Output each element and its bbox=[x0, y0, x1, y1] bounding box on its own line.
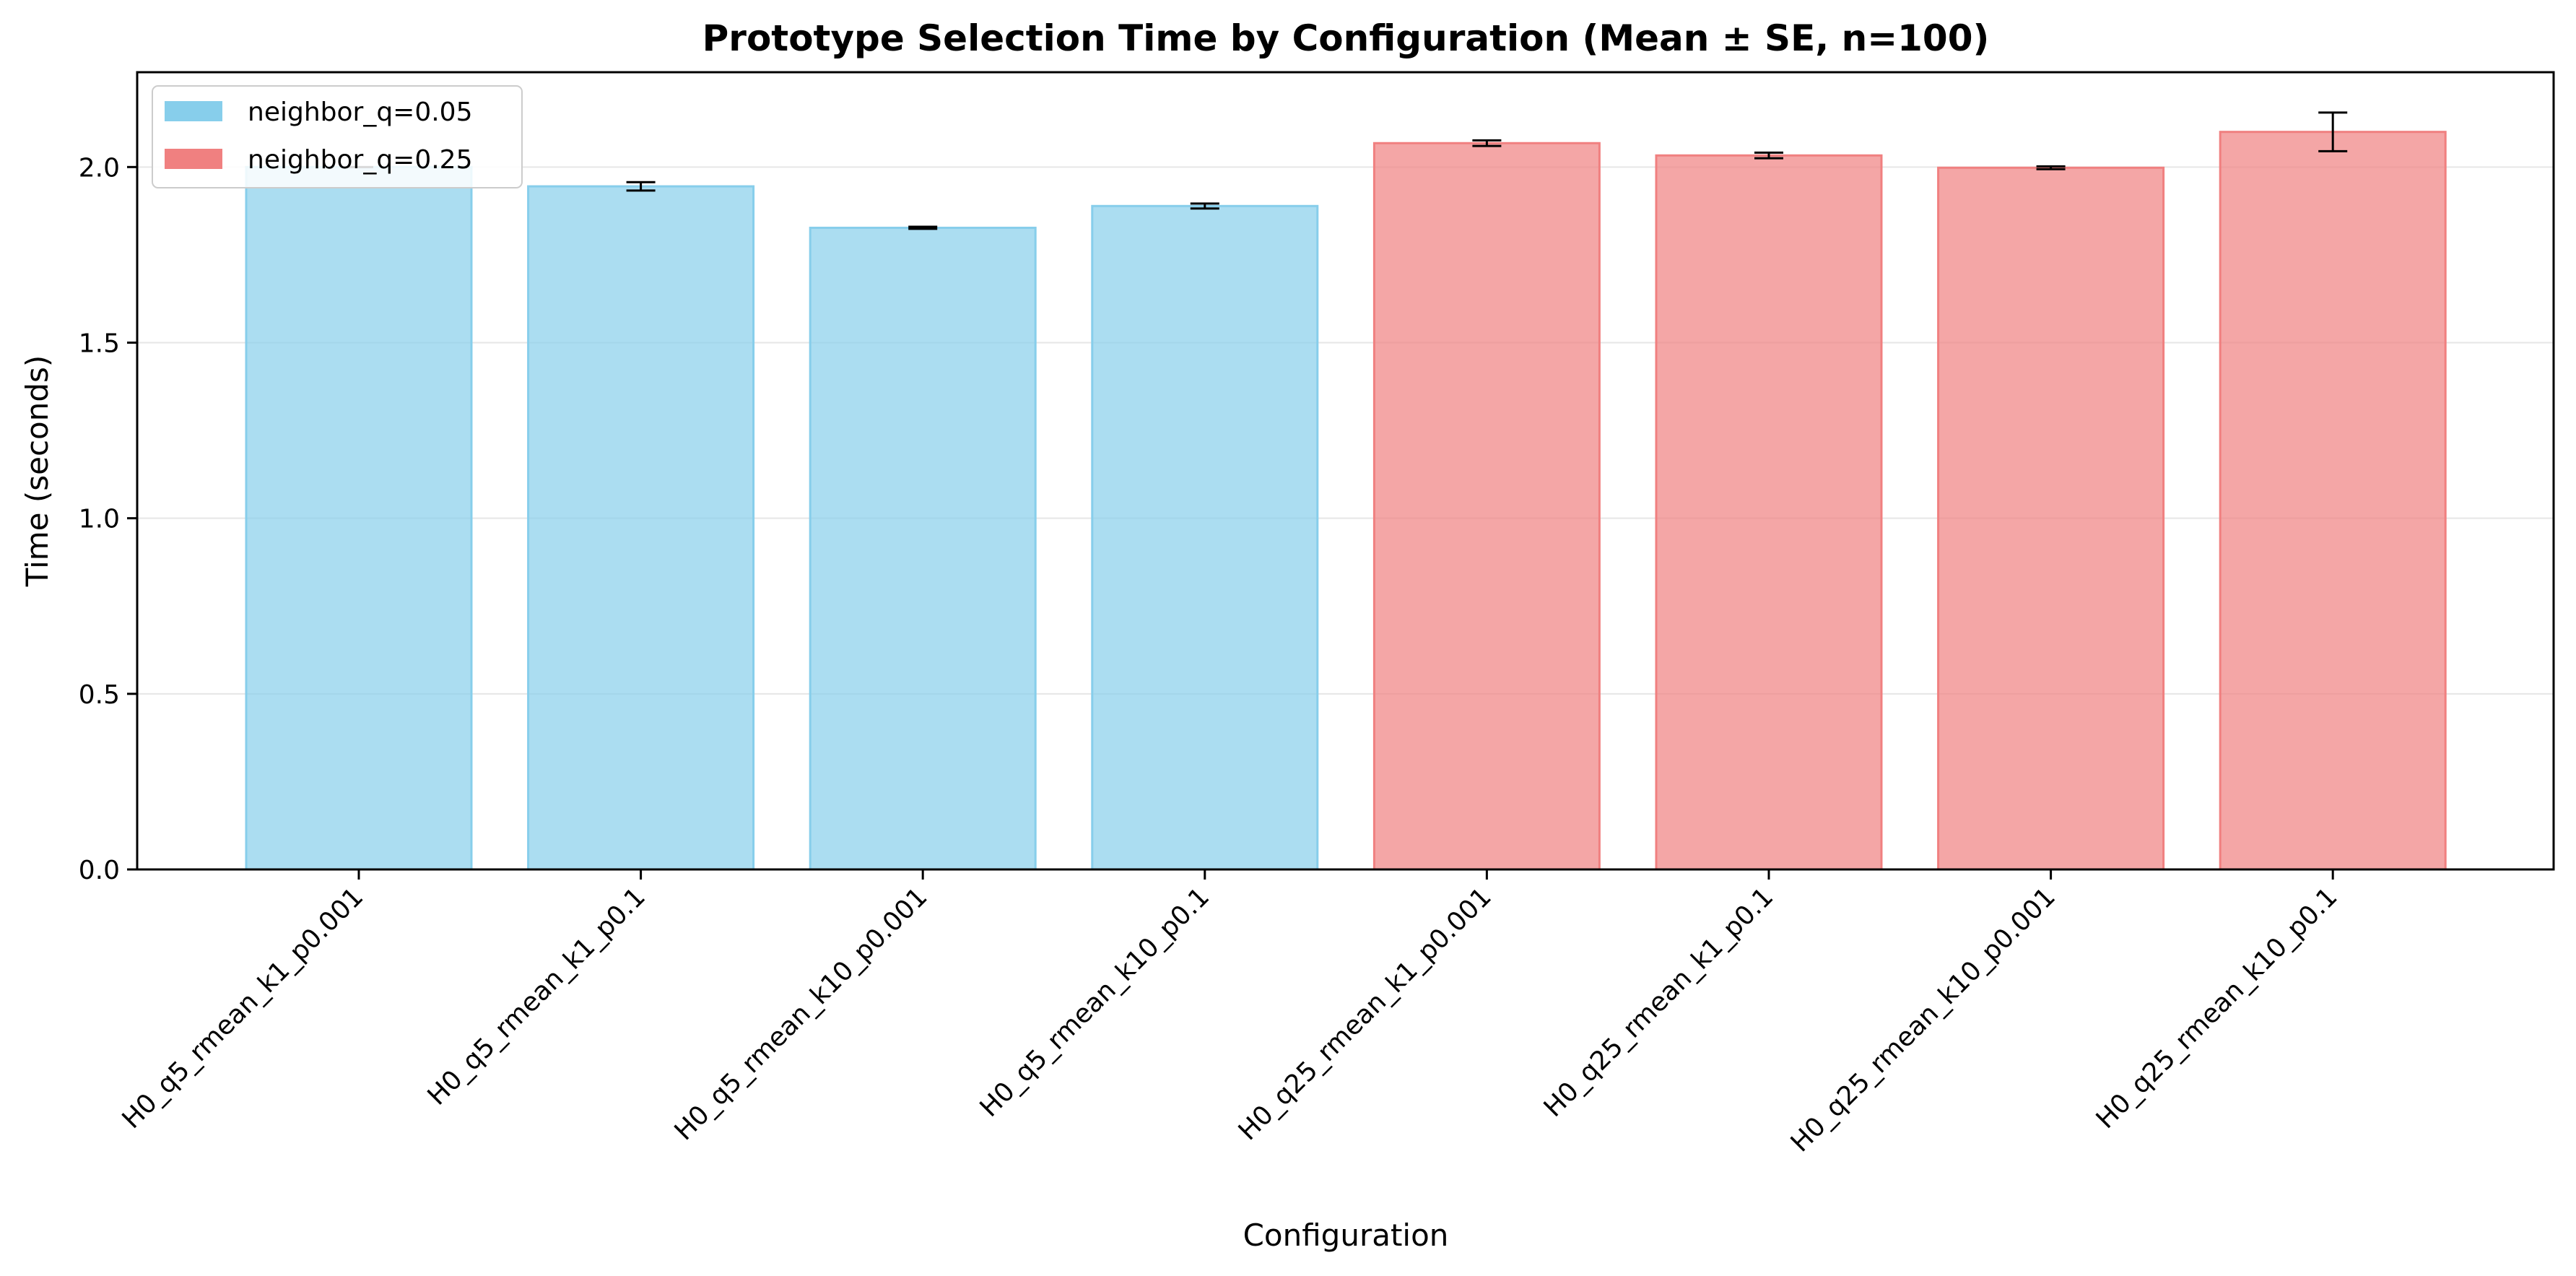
bar bbox=[245, 165, 473, 871]
x-tick-label: H0_q25_rmean_k10_p0.1 bbox=[2091, 882, 2344, 1134]
y-tick-label: 0.0 bbox=[79, 856, 120, 885]
legend: neighbor_q=0.05 neighbor_q=0.25 bbox=[152, 85, 523, 188]
x-tick-label: H0_q25_rmean_k1_p0.001 bbox=[1233, 882, 1497, 1146]
y-axis-ticks: 0.0 0.5 1.0 1.5 2.0 bbox=[79, 153, 137, 885]
x-tick-label: H0_q5_rmean_k10_p0.001 bbox=[669, 882, 934, 1146]
x-tick-label: H0_q5_rmean_k10_p0.1 bbox=[975, 882, 1216, 1123]
x-axis-label: Configuration bbox=[1243, 1218, 1449, 1253]
y-tick-label: 0.5 bbox=[79, 680, 120, 710]
y-tick-label: 1.0 bbox=[79, 505, 120, 534]
x-tick-label: H0_q5_rmean_k1_p0.001 bbox=[117, 882, 370, 1134]
bar bbox=[809, 226, 1037, 871]
legend-label-neighbor-q-0.25: neighbor_q=0.25 bbox=[248, 145, 472, 175]
bar bbox=[1937, 166, 2165, 871]
x-axis-ticks: H0_q5_rmean_k1_p0.001 H0_q5_rmean_k1_p0.1… bbox=[117, 869, 2344, 1158]
y-tick-label: 1.5 bbox=[79, 329, 120, 358]
bar bbox=[2219, 131, 2447, 871]
x-tick-label: H0_q5_rmean_k1_p0.1 bbox=[422, 882, 651, 1111]
legend-swatch-neighbor-q-0.05 bbox=[165, 101, 222, 121]
legend-swatch-neighbor-q-0.25 bbox=[165, 149, 222, 169]
bars-group bbox=[245, 131, 2447, 871]
bar bbox=[527, 185, 755, 871]
chart-title: Prototype Selection Time by Configuratio… bbox=[702, 17, 1990, 59]
error-bars-group bbox=[344, 111, 2348, 230]
y-tick-label: 2.0 bbox=[79, 153, 120, 183]
x-tick-label: H0_q25_rmean_k1_p0.1 bbox=[1539, 882, 1780, 1123]
legend-label-neighbor-q-0.05: neighbor_q=0.05 bbox=[248, 97, 472, 127]
y-gridlines bbox=[137, 166, 2554, 695]
legend-box bbox=[152, 85, 523, 188]
bar bbox=[1091, 204, 1319, 871]
plot-frame bbox=[136, 71, 2555, 871]
y-axis-label: Time (seconds) bbox=[19, 355, 55, 588]
bar bbox=[1655, 154, 1883, 871]
bar bbox=[1372, 142, 1601, 871]
x-tick-label: H0_q25_rmean_k10_p0.001 bbox=[1785, 882, 2061, 1158]
